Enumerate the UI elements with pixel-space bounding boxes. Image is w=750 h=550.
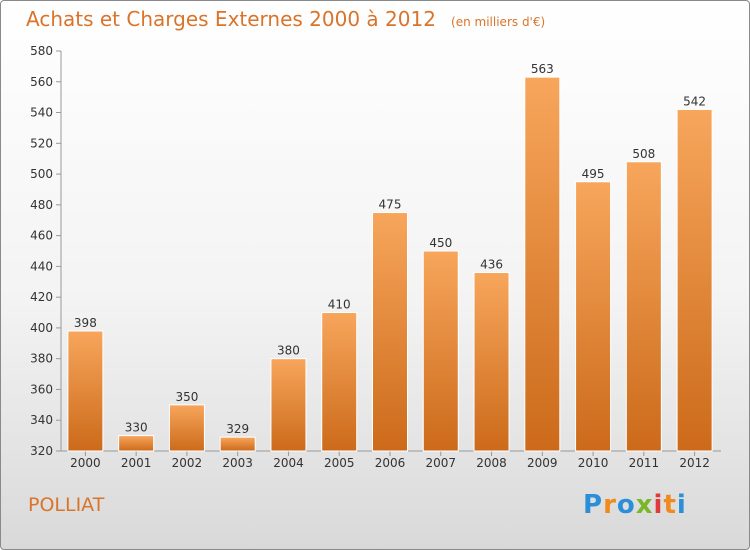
y-tick-label: 360 <box>30 382 53 396</box>
bar-value-label: 350 <box>175 390 198 404</box>
logo-letter: i <box>653 490 664 520</box>
label-layer: 398 330 350 329 380 410 475 450 436 563 495 508 542 <box>74 62 706 436</box>
bar <box>422 250 459 452</box>
bar-value-label: 475 <box>379 198 402 212</box>
bar-value-label: 495 <box>582 167 605 181</box>
bar <box>372 212 408 452</box>
x-tick-label: 2012 <box>679 456 710 470</box>
bar-value-label: 542 <box>683 94 706 108</box>
bar-value-label: 330 <box>125 421 148 435</box>
bar <box>575 181 612 452</box>
x-tick-label: 2003 <box>222 456 253 470</box>
x-tick-label: 2002 <box>172 456 203 470</box>
bar <box>118 435 155 452</box>
bar <box>219 436 256 452</box>
bar-value-label: 398 <box>74 316 97 330</box>
x-tick-label: 2000 <box>70 456 101 470</box>
chart-unit: (en milliers d'€) <box>451 15 546 29</box>
y-tick-label: 520 <box>30 136 53 150</box>
x-tick-label: 2011 <box>629 456 660 470</box>
bar-value-label: 410 <box>328 298 351 312</box>
y-tick-label: 340 <box>30 413 53 427</box>
x-tick-label: 2009 <box>527 456 558 470</box>
logo-letter: x <box>635 490 654 520</box>
y-tick-label: 400 <box>30 321 53 335</box>
chart-title: Achats et Charges Externes 2000 à 2012 <box>26 7 436 31</box>
y-tick-label: 380 <box>30 352 53 366</box>
bar-value-label: 508 <box>632 147 655 161</box>
logo-letter: P <box>583 490 604 520</box>
logo-letter: t <box>663 490 677 520</box>
y-tick-label: 580 <box>30 44 53 58</box>
x-tick-label: 2010 <box>578 456 609 470</box>
bar-value-label: 436 <box>480 258 503 272</box>
logo-letter: o <box>616 490 636 520</box>
bar-value-label: 563 <box>531 62 554 76</box>
bar <box>625 161 662 452</box>
bar <box>676 108 713 452</box>
bar-value-label: 329 <box>226 422 249 436</box>
y-tick-label: 440 <box>30 259 53 273</box>
y-tick-label: 500 <box>30 167 53 181</box>
x-tick-label: 2001 <box>121 456 152 470</box>
logo-letter: r <box>603 490 617 520</box>
y-tick-label: 560 <box>30 75 53 89</box>
bar-value-label: 380 <box>277 344 300 358</box>
commune-name: POLLIAT <box>28 494 105 516</box>
bar <box>321 312 358 452</box>
chart-title-row: Achats et Charges Externes 2000 à 2012 (… <box>26 7 545 31</box>
bar <box>67 330 104 452</box>
axis-layer: 320 340 360 380 400 420 440 460 480 500 520 540 560 5… <box>30 44 721 470</box>
bar <box>168 404 205 452</box>
y-tick-label: 320 <box>30 444 53 458</box>
bar-value-label: 450 <box>429 236 452 250</box>
bar <box>524 76 561 452</box>
x-tick-label: 2007 <box>425 456 456 470</box>
y-tick-label: 540 <box>30 106 53 120</box>
y-tick-label: 420 <box>30 290 53 304</box>
bar <box>473 272 510 452</box>
bar-layer <box>67 76 713 452</box>
y-tick-label: 460 <box>30 229 53 243</box>
y-tick-label: 480 <box>30 198 53 212</box>
x-tick-label: 2005 <box>324 456 355 470</box>
logo-letter: i <box>676 490 687 520</box>
proxiti-logo[interactable]: Proxiti <box>583 490 687 520</box>
x-tick-label: 2006 <box>375 456 406 470</box>
x-tick-label: 2004 <box>273 456 304 470</box>
x-tick-label: 2008 <box>476 456 507 470</box>
bar <box>270 358 307 452</box>
